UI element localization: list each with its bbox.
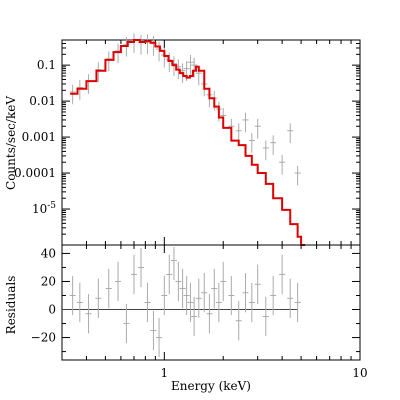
y-tick-label: 0.1 [37,58,56,72]
y-tick-label: 0 [48,303,56,317]
y-tick-label: 0.01 [29,94,56,108]
residuals-panel: 1 10 40 20 0 −20 [31,244,368,380]
y-axis-label-residuals: Residuals [4,276,18,335]
model-series-line [70,39,306,246]
y-tick-label: 10-5 [32,201,56,216]
y-tick-label: 20 [41,274,56,288]
residuals-frame [61,244,361,361]
spectrum-frame [61,39,361,246]
x-axis-label-energy: Energy (keV) [171,379,251,393]
x-tick-label: 1 [160,366,168,380]
y-tick-label: 40 [41,246,56,260]
spectrum-panel: 0.1 0.01 0.001 0.0001 10-5 [14,33,361,246]
y-tick-label: 0.0001 [14,166,56,180]
y-tick-label: −20 [31,331,56,345]
y-axis-label-counts: Counts/sec/keV [4,96,18,190]
y-tick-label: 0.001 [22,130,56,144]
x-tick-label: 10 [352,366,367,380]
